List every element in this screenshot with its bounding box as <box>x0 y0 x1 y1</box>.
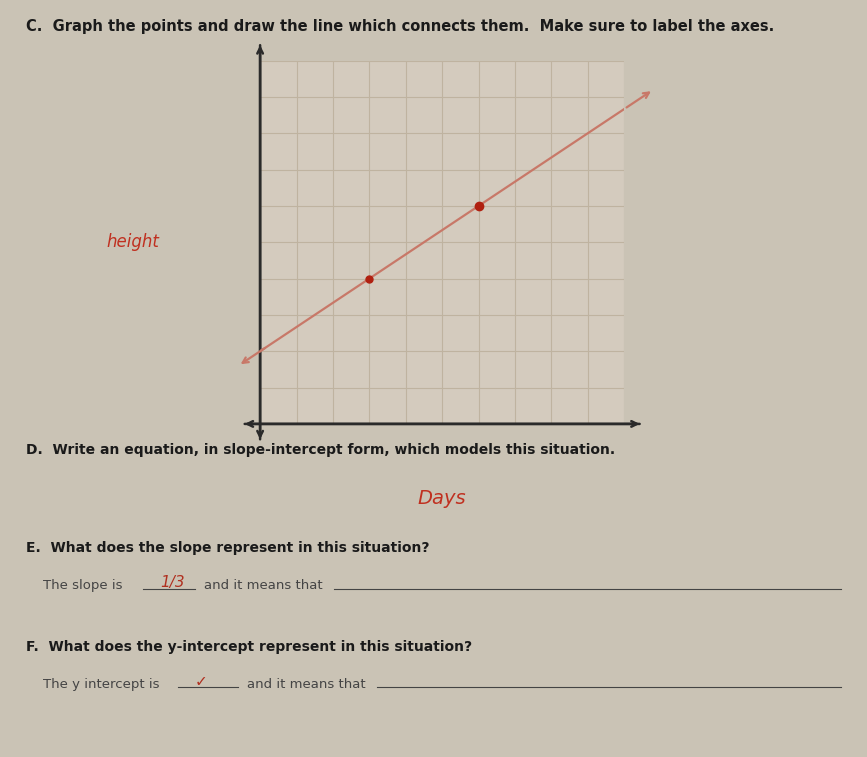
Text: height: height <box>107 233 159 251</box>
Text: 1/3: 1/3 <box>160 575 185 590</box>
Text: and it means that: and it means that <box>204 579 323 592</box>
Text: The y intercept is: The y intercept is <box>43 678 160 690</box>
Text: E.  What does the slope represent in this situation?: E. What does the slope represent in this… <box>26 541 429 555</box>
Text: D.  Write an equation, in slope-intercept form, which models this situation.: D. Write an equation, in slope-intercept… <box>26 443 615 456</box>
Text: The slope is: The slope is <box>43 579 123 592</box>
Text: ✓: ✓ <box>195 674 208 689</box>
Text: F.  What does the y-intercept represent in this situation?: F. What does the y-intercept represent i… <box>26 640 473 653</box>
Text: Days: Days <box>418 489 466 508</box>
Text: C.  Graph the points and draw the line which connects them.  Make sure to label : C. Graph the points and draw the line wh… <box>26 19 774 34</box>
Text: and it means that: and it means that <box>247 678 366 690</box>
